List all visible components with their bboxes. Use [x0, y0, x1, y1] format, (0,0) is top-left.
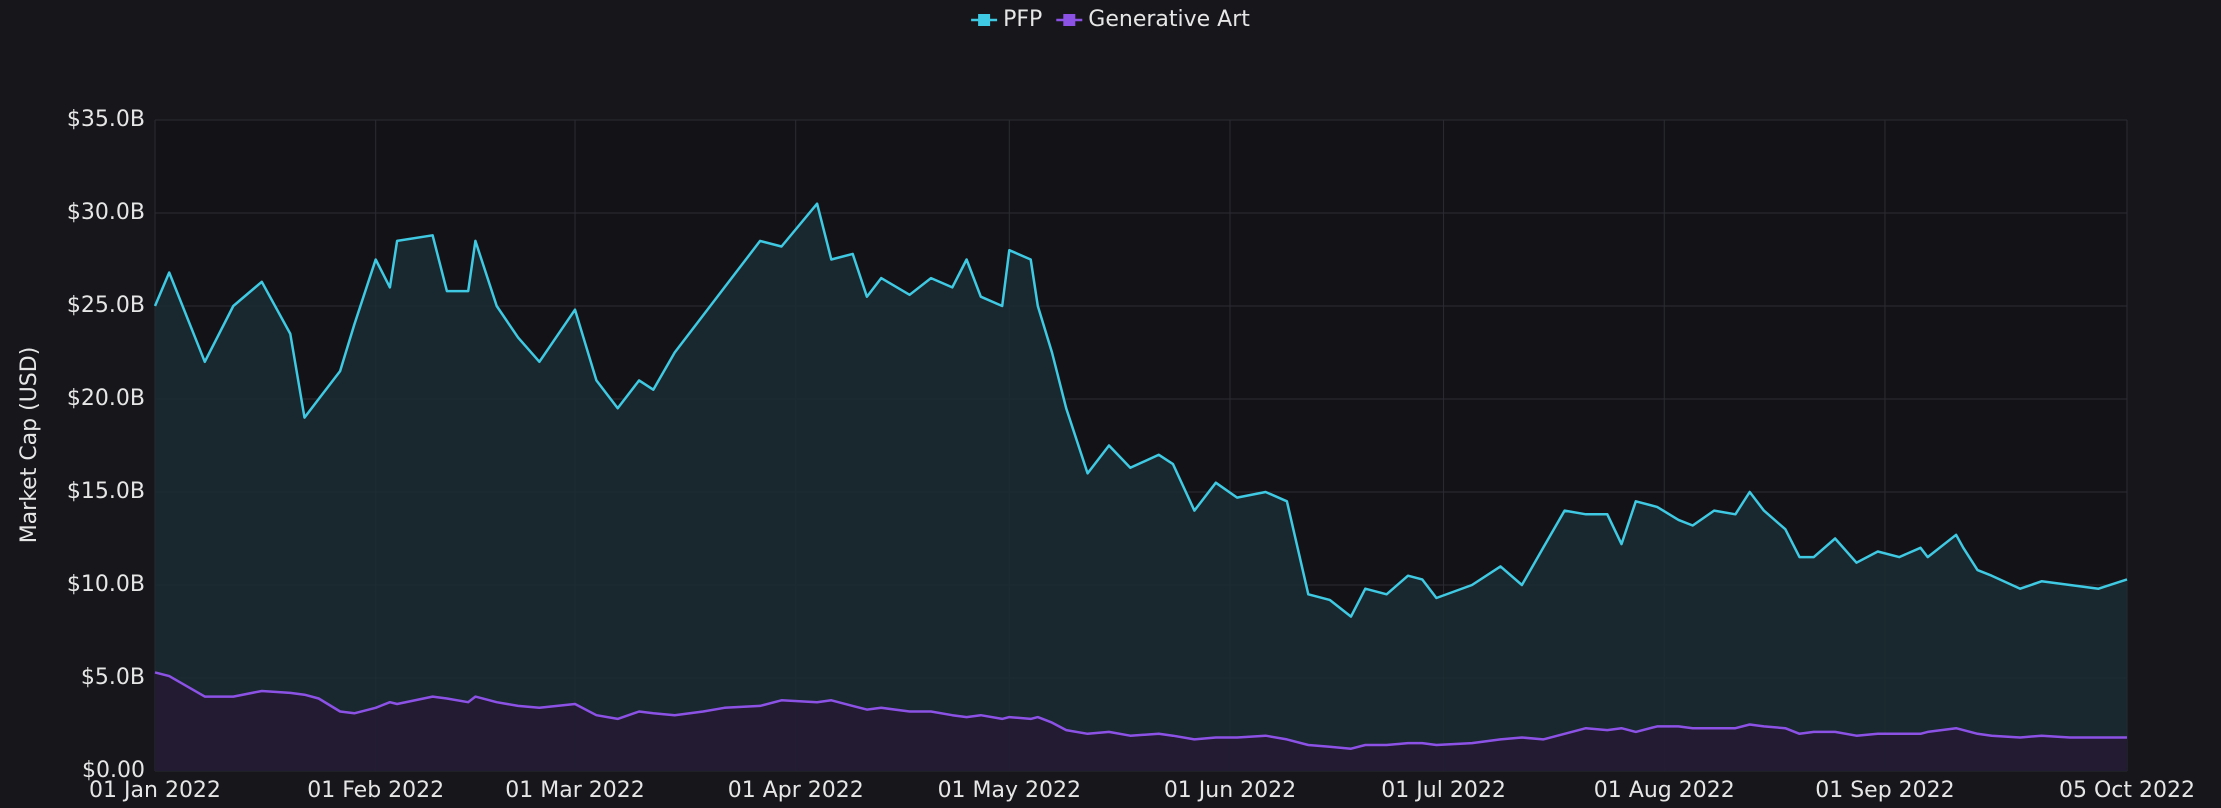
y-tick-label: $0.00: [82, 758, 145, 783]
y-tick-label: $10.0B: [67, 572, 145, 597]
legend: PFP Generative Art: [971, 7, 1250, 32]
legend-item: PFP: [971, 7, 1042, 32]
legend-label: Generative Art: [1088, 7, 1250, 32]
x-tick-label: 01 May 2022: [938, 778, 1081, 803]
legend-marker: [978, 14, 991, 26]
y-axis-label: Market Cap (USD): [17, 347, 42, 544]
y-tick-label: $25.0B: [67, 293, 145, 318]
area: [155, 672, 2127, 771]
x-tick-label: 01 Jun 2022: [1164, 778, 1296, 803]
x-tick-label: 01 Jul 2022: [1381, 778, 1506, 803]
y-tick-label: $15.0B: [67, 479, 145, 504]
area: [155, 203, 2127, 771]
line: [153, 202, 2128, 618]
x-tick-label: 01 Feb 2022: [307, 778, 444, 803]
y-tick-label: $20.0B: [67, 386, 145, 411]
line: [154, 671, 2127, 750]
x-tick-label: 01 Jan 2022: [89, 778, 221, 803]
x-tick-label: 01 Apr 2022: [728, 778, 864, 803]
x-tick-label: 05 Oct 2022: [2059, 778, 2195, 803]
legend-marker: [1063, 14, 1076, 26]
y-tick-label: $35.0B: [67, 107, 145, 132]
x-tick-label: 01 Mar 2022: [505, 778, 644, 803]
x-tick-label: 01 Aug 2022: [1594, 778, 1735, 803]
y-tick-label: $30.0B: [67, 200, 145, 225]
x-tick-label: 01 Sep 2022: [1815, 778, 1954, 803]
legend-label: PFP: [1003, 7, 1042, 32]
legend-item: Generative Art: [1056, 7, 1250, 32]
y-tick-label: $5.0B: [81, 665, 145, 690]
